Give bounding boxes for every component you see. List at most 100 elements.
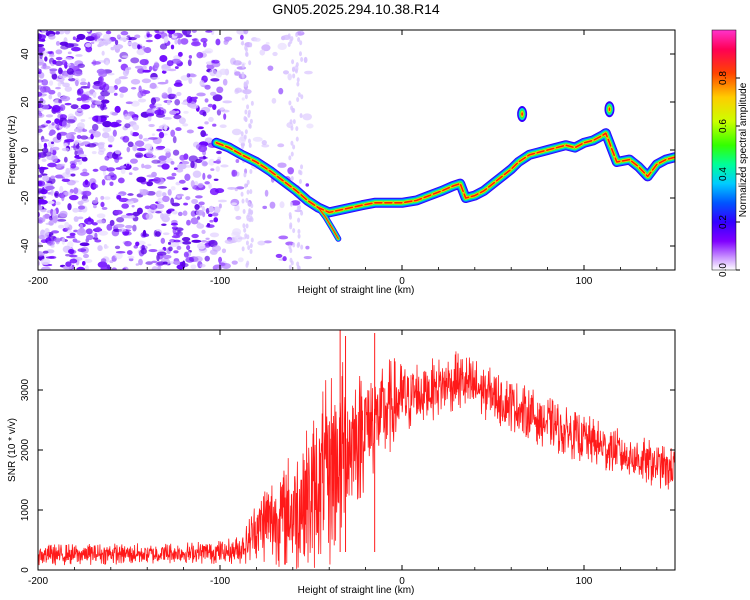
noise-blob xyxy=(234,71,241,76)
noise-blob xyxy=(291,107,295,113)
noise-blob xyxy=(170,129,176,137)
noise-blob xyxy=(290,36,294,42)
noise-blob xyxy=(38,113,45,119)
noise-blob xyxy=(113,209,123,215)
noise-blob xyxy=(237,257,244,263)
noise-blob xyxy=(290,140,294,146)
noise-blob xyxy=(81,156,88,162)
noise-blob xyxy=(81,128,88,132)
noise-blob xyxy=(92,91,97,98)
noise-blob xyxy=(176,245,182,251)
noise-blob xyxy=(162,232,170,236)
noise-blob xyxy=(197,242,206,250)
noise-blob xyxy=(220,164,229,168)
noise-blob xyxy=(161,223,167,227)
noise-blob xyxy=(94,232,98,239)
noise-blob xyxy=(77,216,84,220)
noise-blob xyxy=(215,166,220,172)
noise-blob xyxy=(127,36,138,41)
noise-blob xyxy=(136,48,146,56)
noise-blob xyxy=(186,129,194,134)
noise-blob xyxy=(242,89,252,95)
noise-blob xyxy=(52,215,58,224)
noise-blob xyxy=(153,62,160,69)
noise-blob xyxy=(38,205,43,211)
noise-blob xyxy=(91,222,98,226)
noise-blob xyxy=(120,30,129,36)
noise-blob xyxy=(177,38,182,45)
noise-blob xyxy=(65,167,71,175)
noise-blob xyxy=(59,210,68,218)
noise-blob xyxy=(98,230,109,236)
noise-blob xyxy=(86,143,97,148)
noise-blob xyxy=(246,234,250,240)
noise-blob xyxy=(76,126,83,133)
noise-blob xyxy=(196,51,204,59)
noise-blob xyxy=(42,250,49,254)
noise-blob xyxy=(202,172,206,180)
noise-blob xyxy=(154,33,162,40)
noise-blob xyxy=(295,62,299,68)
noise-blob xyxy=(50,141,55,145)
noise-blob xyxy=(208,116,214,123)
noise-blob xyxy=(175,227,184,232)
noise-blob xyxy=(181,30,192,36)
snr-line xyxy=(38,351,675,569)
noise-blob xyxy=(67,51,72,55)
noise-blob xyxy=(80,104,91,110)
noise-blob xyxy=(298,179,302,185)
noise-blob xyxy=(263,240,272,244)
noise-blob xyxy=(220,107,225,111)
noise-blob xyxy=(241,143,245,149)
noise-blob xyxy=(161,213,171,217)
noise-blob xyxy=(171,235,181,239)
noise-blob xyxy=(38,91,43,97)
noise-blob xyxy=(59,185,64,194)
noise-blob xyxy=(244,129,248,135)
noise-blob xyxy=(292,144,296,150)
noise-blob xyxy=(191,198,199,205)
noise-blob xyxy=(277,162,287,168)
noise-blob xyxy=(197,182,204,188)
noise-blob xyxy=(127,141,134,148)
noise-blob xyxy=(205,237,210,240)
noise-blob xyxy=(140,89,147,97)
snr-x-axis: -200 -100 0 100 xyxy=(28,330,658,587)
noise-blob xyxy=(114,78,122,85)
noise-blob xyxy=(135,154,142,158)
noise-blob xyxy=(38,152,41,160)
noise-blob xyxy=(262,205,268,210)
noise-blob xyxy=(206,222,211,228)
noise-blob xyxy=(51,122,55,126)
snr-y-label: SNR (10 * v/v) xyxy=(7,418,18,482)
noise-blob xyxy=(54,118,60,125)
noise-blob xyxy=(51,146,60,151)
snr-y-tick-label: 2000 xyxy=(20,438,31,461)
noise-blob xyxy=(207,174,212,179)
noise-blob xyxy=(282,256,287,262)
noise-blob xyxy=(191,30,197,33)
noise-blob xyxy=(249,243,253,249)
noise-blob xyxy=(193,255,203,263)
noise-blob xyxy=(188,77,193,84)
noise-blob xyxy=(290,200,301,206)
noise-blob xyxy=(51,73,58,80)
noise-blob xyxy=(58,67,63,75)
noise-blob xyxy=(157,190,163,198)
noise-blob xyxy=(191,41,201,47)
noise-blob xyxy=(261,139,267,146)
noise-blob xyxy=(82,190,92,197)
noise-blob xyxy=(190,180,195,188)
noise-blob xyxy=(61,147,70,152)
noise-blob xyxy=(94,100,102,105)
noise-blob xyxy=(57,219,67,222)
noise-blob xyxy=(194,204,200,210)
noise-blob xyxy=(45,256,55,259)
noise-blob xyxy=(77,87,84,95)
noise-blob xyxy=(163,117,172,120)
noise-blob xyxy=(278,87,284,95)
noise-blob xyxy=(288,212,292,218)
noise-blob xyxy=(153,230,158,237)
noise-blob xyxy=(217,199,228,203)
noise-blob xyxy=(188,55,193,59)
